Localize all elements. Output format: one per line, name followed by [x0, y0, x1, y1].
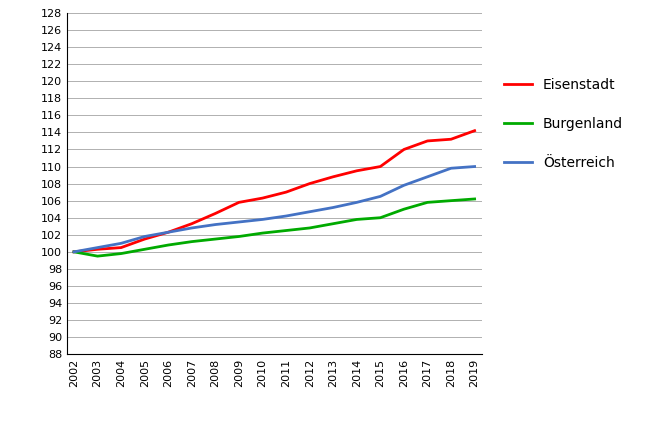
Eisenstadt [140, 236, 149, 241]
Burgenland [211, 236, 219, 241]
Eisenstadt [447, 137, 455, 142]
Burgenland [94, 254, 102, 259]
Eisenstadt [400, 147, 408, 152]
Burgenland [447, 198, 455, 203]
Österreich [70, 249, 78, 254]
Österreich [140, 234, 149, 239]
Burgenland [329, 221, 337, 226]
Eisenstadt [117, 245, 125, 250]
Eisenstadt [470, 128, 478, 133]
Österreich [188, 226, 196, 231]
Österreich [377, 194, 385, 199]
Eisenstadt [329, 174, 337, 179]
Eisenstadt [306, 181, 314, 186]
Burgenland [353, 217, 361, 222]
Österreich [400, 183, 408, 188]
Eisenstadt [235, 200, 243, 205]
Line: Eisenstadt: Eisenstadt [74, 131, 474, 252]
Österreich [117, 241, 125, 246]
Österreich [306, 209, 314, 214]
Österreich [282, 213, 290, 219]
Eisenstadt [353, 168, 361, 173]
Österreich [353, 200, 361, 205]
Line: Burgenland: Burgenland [74, 199, 474, 256]
Eisenstadt [258, 196, 266, 201]
Burgenland [282, 228, 290, 233]
Österreich [329, 205, 337, 210]
Eisenstadt [94, 247, 102, 252]
Burgenland [117, 251, 125, 256]
Burgenland [164, 242, 172, 248]
Österreich [164, 230, 172, 235]
Eisenstadt [70, 249, 78, 254]
Burgenland [140, 247, 149, 252]
Burgenland [70, 249, 78, 254]
Eisenstadt [282, 190, 290, 195]
Burgenland [400, 206, 408, 212]
Österreich [211, 222, 219, 227]
Burgenland [235, 234, 243, 239]
Burgenland [188, 239, 196, 244]
Legend: Eisenstadt, Burgenland, Österreich: Eisenstadt, Burgenland, Österreich [497, 71, 630, 177]
Eisenstadt [164, 230, 172, 235]
Eisenstadt [377, 164, 385, 169]
Österreich [235, 219, 243, 225]
Burgenland [306, 226, 314, 231]
Eisenstadt [423, 138, 432, 143]
Burgenland [423, 200, 432, 205]
Österreich [423, 174, 432, 179]
Burgenland [470, 197, 478, 202]
Burgenland [258, 231, 266, 236]
Österreich [470, 164, 478, 169]
Eisenstadt [211, 211, 219, 216]
Österreich [258, 217, 266, 222]
Burgenland [377, 215, 385, 220]
Eisenstadt [188, 221, 196, 226]
Line: Österreich: Österreich [74, 167, 474, 252]
Österreich [447, 165, 455, 171]
Österreich [94, 245, 102, 250]
